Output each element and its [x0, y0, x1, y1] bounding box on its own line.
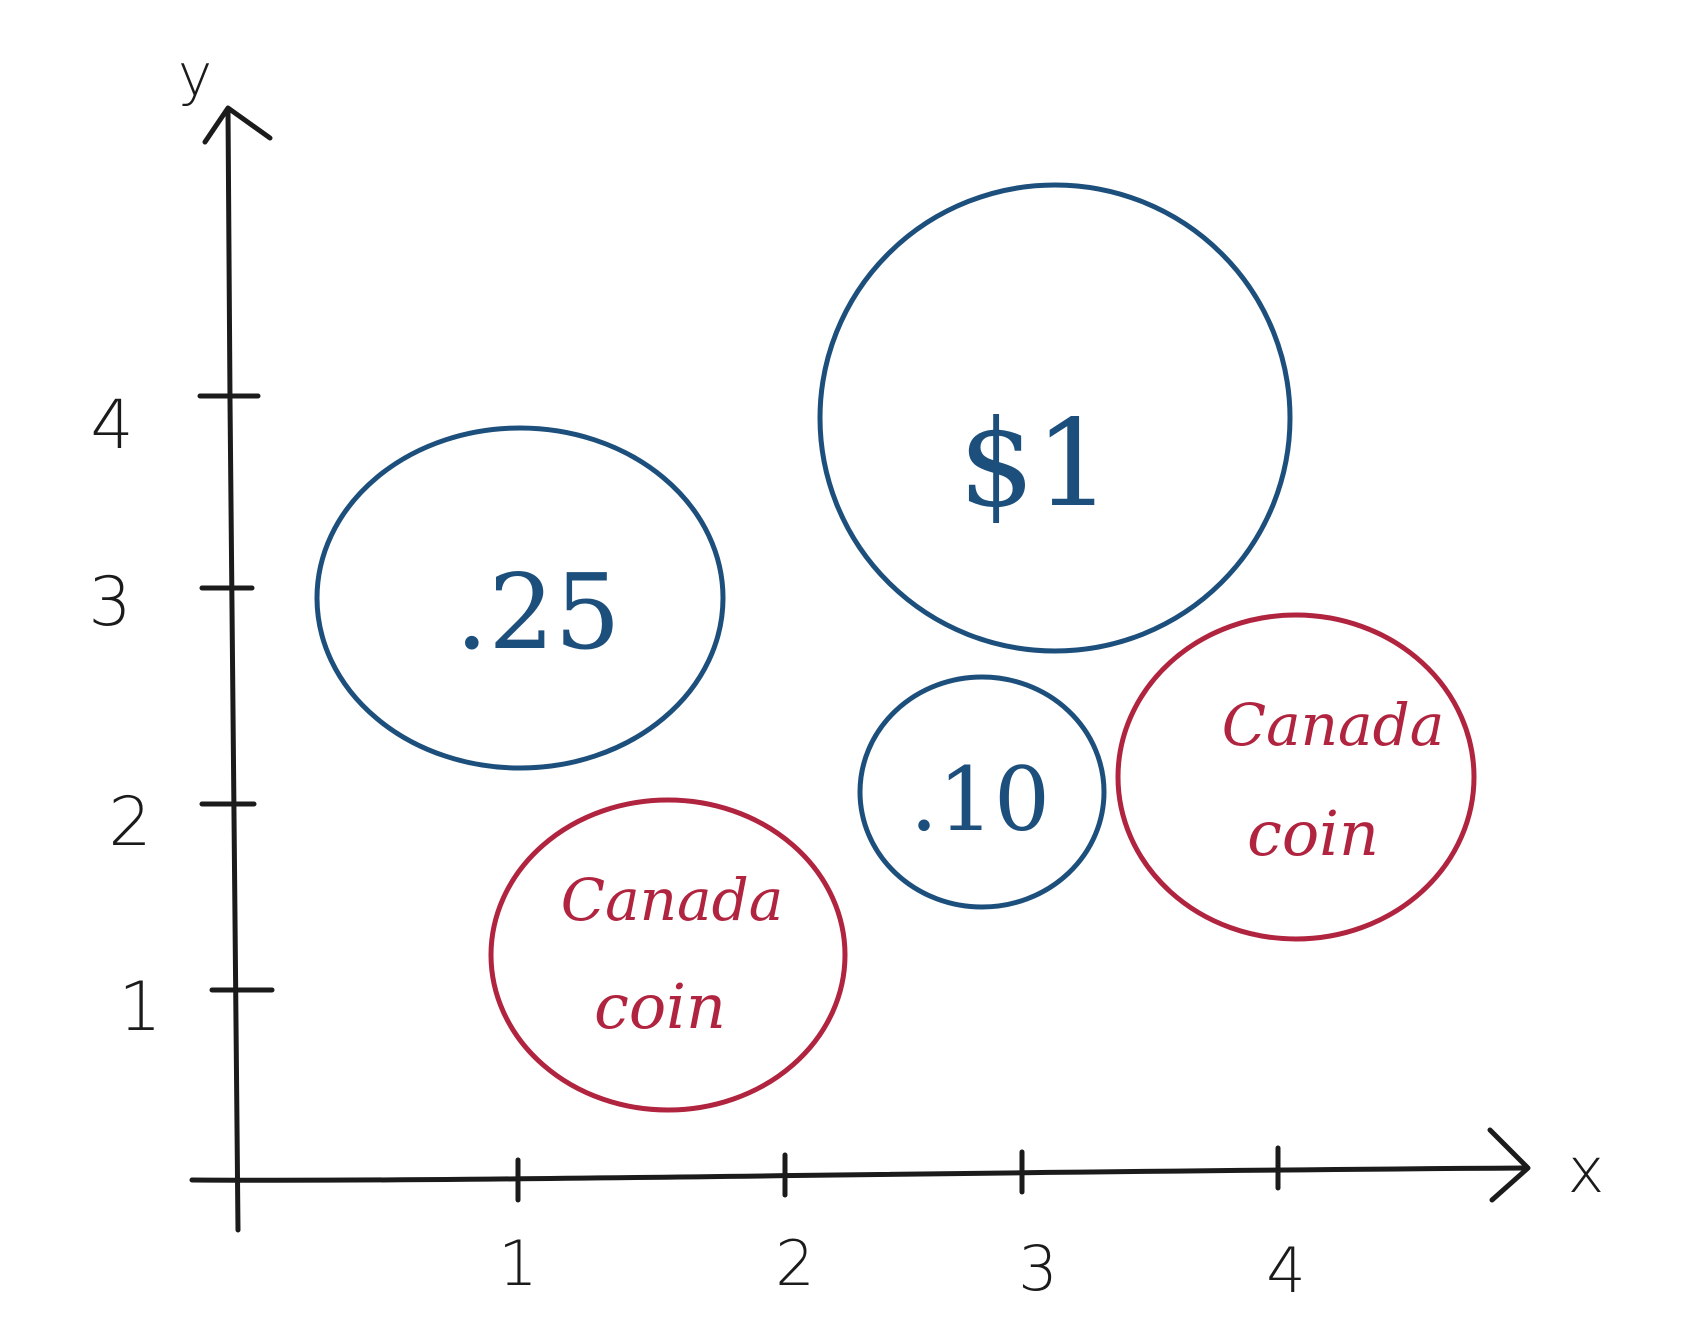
- x-axis-ticks: 1 2 3 4: [498, 1145, 1306, 1307]
- x-axis-line: [189, 1165, 1528, 1183]
- quarter-coin-outline: [314, 425, 726, 771]
- y-tick-label: 4: [90, 386, 133, 465]
- canada-coin-left: Canada coin: [488, 797, 848, 1113]
- dollar-coin-outline: [817, 182, 1293, 654]
- x-tick-label: 2: [775, 1227, 814, 1300]
- y-axis: y: [178, 41, 273, 1233]
- x-tick-label: 3: [1018, 1232, 1057, 1305]
- dime-coin: .10: [857, 674, 1107, 910]
- x-tick-label: 1: [498, 1227, 537, 1300]
- canada-coin-left-label-line2: coin: [594, 970, 726, 1043]
- y-axis-label: y: [178, 41, 212, 109]
- x-axis-arrowhead: [1487, 1127, 1531, 1203]
- x-axis-label: x: [1568, 1134, 1605, 1207]
- canada-coin-left-label-line1: Canada: [561, 866, 784, 934]
- canada-coin-left-outline: [488, 797, 848, 1113]
- x-axis: x: [189, 1127, 1605, 1207]
- canada-coin-right-label-line1: Canada: [1222, 691, 1445, 759]
- y-axis-ticks: 4 3 2 1: [88, 386, 275, 1047]
- coins: .25 $1 .10 Canada coin Canada: [314, 182, 1477, 1113]
- y-tick-label: 1: [118, 968, 161, 1047]
- canada-coin-right: Canada coin: [1115, 612, 1477, 942]
- quarter-coin-label: .25: [455, 551, 620, 673]
- dime-coin-label: .10: [910, 748, 1050, 851]
- y-tick-label: 2: [108, 783, 151, 862]
- dollar-coin: $1: [817, 182, 1293, 654]
- x-tick-label: 4: [1266, 1234, 1305, 1307]
- dollar-coin-label: $1: [959, 395, 1112, 534]
- y-axis-arrowhead: [202, 105, 273, 145]
- quarter-coin: .25: [314, 425, 726, 771]
- y-axis-line: [225, 107, 241, 1233]
- canada-coin-right-outline: [1115, 612, 1477, 942]
- canada-coin-right-label-line2: coin: [1247, 797, 1379, 870]
- dime-coin-outline: [857, 674, 1107, 910]
- y-tick-label: 3: [88, 563, 131, 642]
